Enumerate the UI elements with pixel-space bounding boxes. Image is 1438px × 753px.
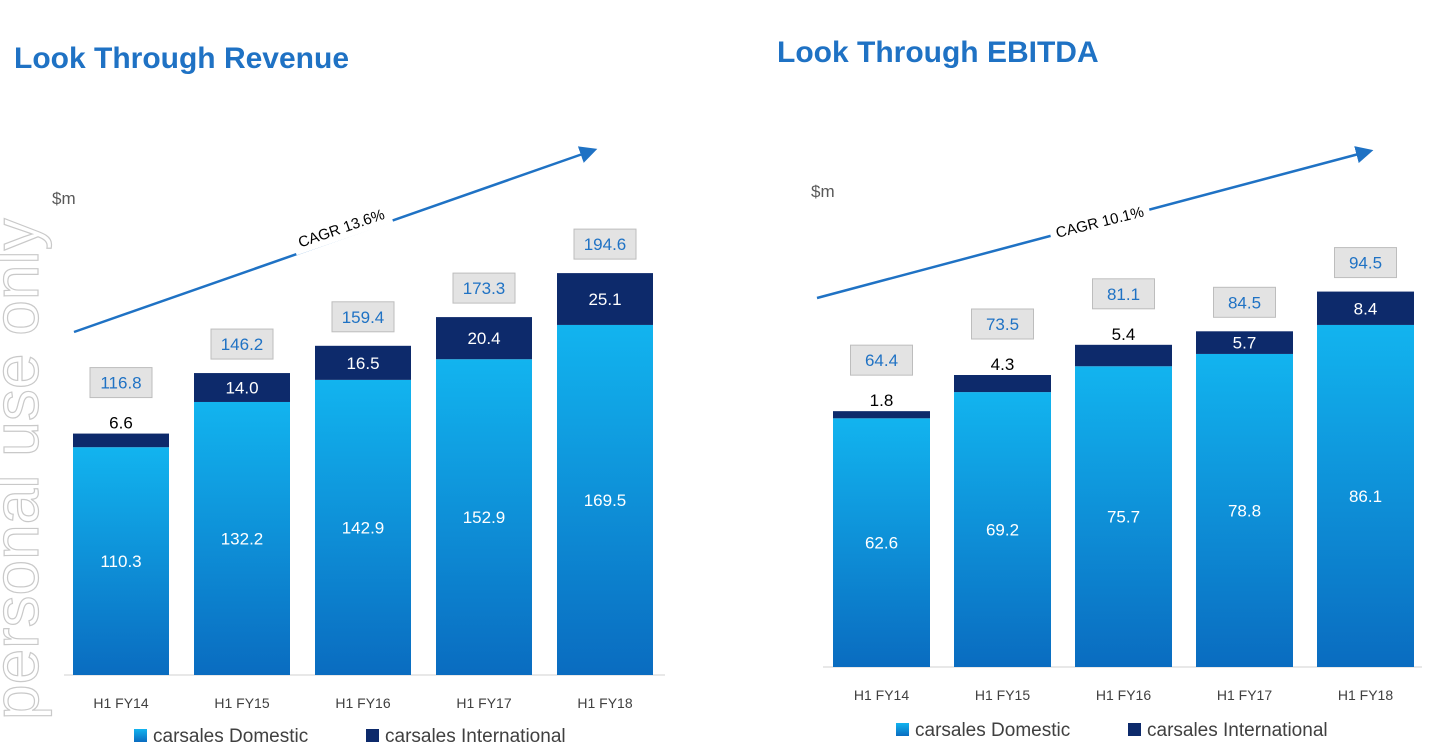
label-domestic-0: 62.6 (865, 534, 898, 553)
bar-domestic-0 (833, 418, 930, 667)
total-box-0 (850, 344, 913, 376)
total-label-2: 81.1 (1107, 285, 1140, 304)
category-label-3: H1 FY17 (1217, 687, 1272, 703)
label-domestic-2: 142.9 (342, 518, 385, 537)
total-label-1: 73.5 (986, 315, 1019, 334)
label-domestic-3: 152.9 (463, 508, 506, 527)
unit-label: $m (811, 182, 835, 201)
legend-swatch-0 (896, 723, 909, 736)
label-international-3: 5.7 (1233, 334, 1257, 353)
total-box-3 (452, 272, 516, 304)
category-label-2: H1 FY16 (1096, 687, 1151, 703)
total-box-1 (971, 308, 1034, 340)
category-label-2: H1 FY16 (335, 695, 390, 711)
label-domestic-0: 110.3 (100, 552, 141, 571)
label-domestic-1: 132.2 (221, 529, 264, 548)
bar-international-3 (1196, 331, 1293, 354)
total-label-3: 173.3 (463, 279, 506, 298)
label-international-4: 8.4 (1354, 299, 1378, 318)
total-box-0 (89, 367, 153, 399)
label-international-2: 16.5 (346, 354, 379, 373)
legend-swatch-1 (1128, 723, 1141, 736)
total-label-4: 94.5 (1349, 254, 1382, 273)
total-label-2: 159.4 (342, 308, 385, 327)
total-label-0: 116.8 (100, 374, 141, 393)
bar-domestic-3 (1196, 353, 1293, 667)
legend-swatch-1 (366, 729, 379, 742)
total-box-1 (210, 328, 274, 360)
bar-international-1 (194, 373, 290, 402)
label-international-3: 20.4 (467, 329, 500, 348)
ebitda-chart: Look Through EBITDA $m CAGR 10.1% 62.6 1.8 64… (777, 36, 1422, 741)
category-label-0: H1 FY14 (93, 695, 148, 711)
bar-domestic-1 (194, 401, 290, 675)
cagr-label: CAGR 10.1% (1054, 203, 1145, 241)
bar-international-0 (73, 433, 169, 448)
category-label-4: H1 FY18 (577, 695, 632, 711)
bar-domestic-2 (1075, 366, 1172, 667)
total-box-4 (573, 228, 637, 260)
bar-domestic-0 (73, 447, 169, 675)
category-label-3: H1 FY17 (456, 695, 511, 711)
label-domestic-1: 69.2 (986, 521, 1019, 540)
total-box-2 (331, 301, 395, 333)
bar-international-3 (436, 317, 532, 360)
bar-domestic-1 (954, 392, 1051, 667)
total-label-0: 64.4 (865, 351, 898, 370)
total-label-1: 146.2 (221, 335, 264, 354)
cagr-label-backing (1047, 200, 1152, 246)
total-label-3: 84.5 (1228, 293, 1261, 312)
bar-domestic-2 (315, 379, 411, 675)
label-international-1: 14.0 (225, 379, 258, 398)
cagr-label-backing (289, 202, 394, 256)
watermark: personal use only (0, 218, 52, 720)
label-international-2: 5.4 (1112, 325, 1136, 344)
total-label-4: 194.6 (584, 235, 627, 254)
bar-domestic-4 (557, 324, 653, 675)
category-label-1: H1 FY15 (214, 695, 269, 711)
total-box-3 (1213, 286, 1276, 318)
label-international-1: 4.3 (991, 355, 1015, 374)
label-international-0: 6.6 (109, 414, 133, 433)
label-domestic-3: 78.8 (1228, 501, 1261, 520)
legend-label-1: carsales International (1147, 720, 1328, 741)
bar-domestic-3 (436, 359, 532, 675)
bar-international-2 (1075, 344, 1172, 367)
label-international-4: 25.1 (588, 290, 621, 309)
chart-title: Look Through Revenue (14, 42, 349, 75)
legend-swatch-0 (134, 729, 147, 742)
chart-title: Look Through EBITDA (777, 36, 1099, 69)
legend-label-1: carsales International (385, 726, 566, 747)
label-international-0: 1.8 (870, 391, 894, 410)
legend-label-0: carsales Domestic (915, 720, 1070, 741)
legend-label-0: carsales Domestic (153, 726, 308, 747)
bar-domestic-4 (1317, 324, 1414, 667)
unit-label: $m (52, 189, 76, 208)
bar-international-1 (954, 375, 1051, 393)
category-label-0: H1 FY14 (854, 687, 909, 703)
bar-international-2 (315, 345, 411, 380)
label-domestic-4: 86.1 (1349, 487, 1382, 506)
bar-international-4 (557, 273, 653, 325)
label-domestic-2: 75.7 (1107, 508, 1140, 527)
total-box-4 (1334, 247, 1397, 279)
bar-international-0 (833, 411, 930, 419)
bar-international-4 (1317, 291, 1414, 325)
label-domestic-4: 169.5 (584, 491, 627, 510)
category-label-1: H1 FY15 (975, 687, 1030, 703)
total-box-2 (1092, 278, 1155, 310)
category-label-4: H1 FY18 (1338, 687, 1393, 703)
